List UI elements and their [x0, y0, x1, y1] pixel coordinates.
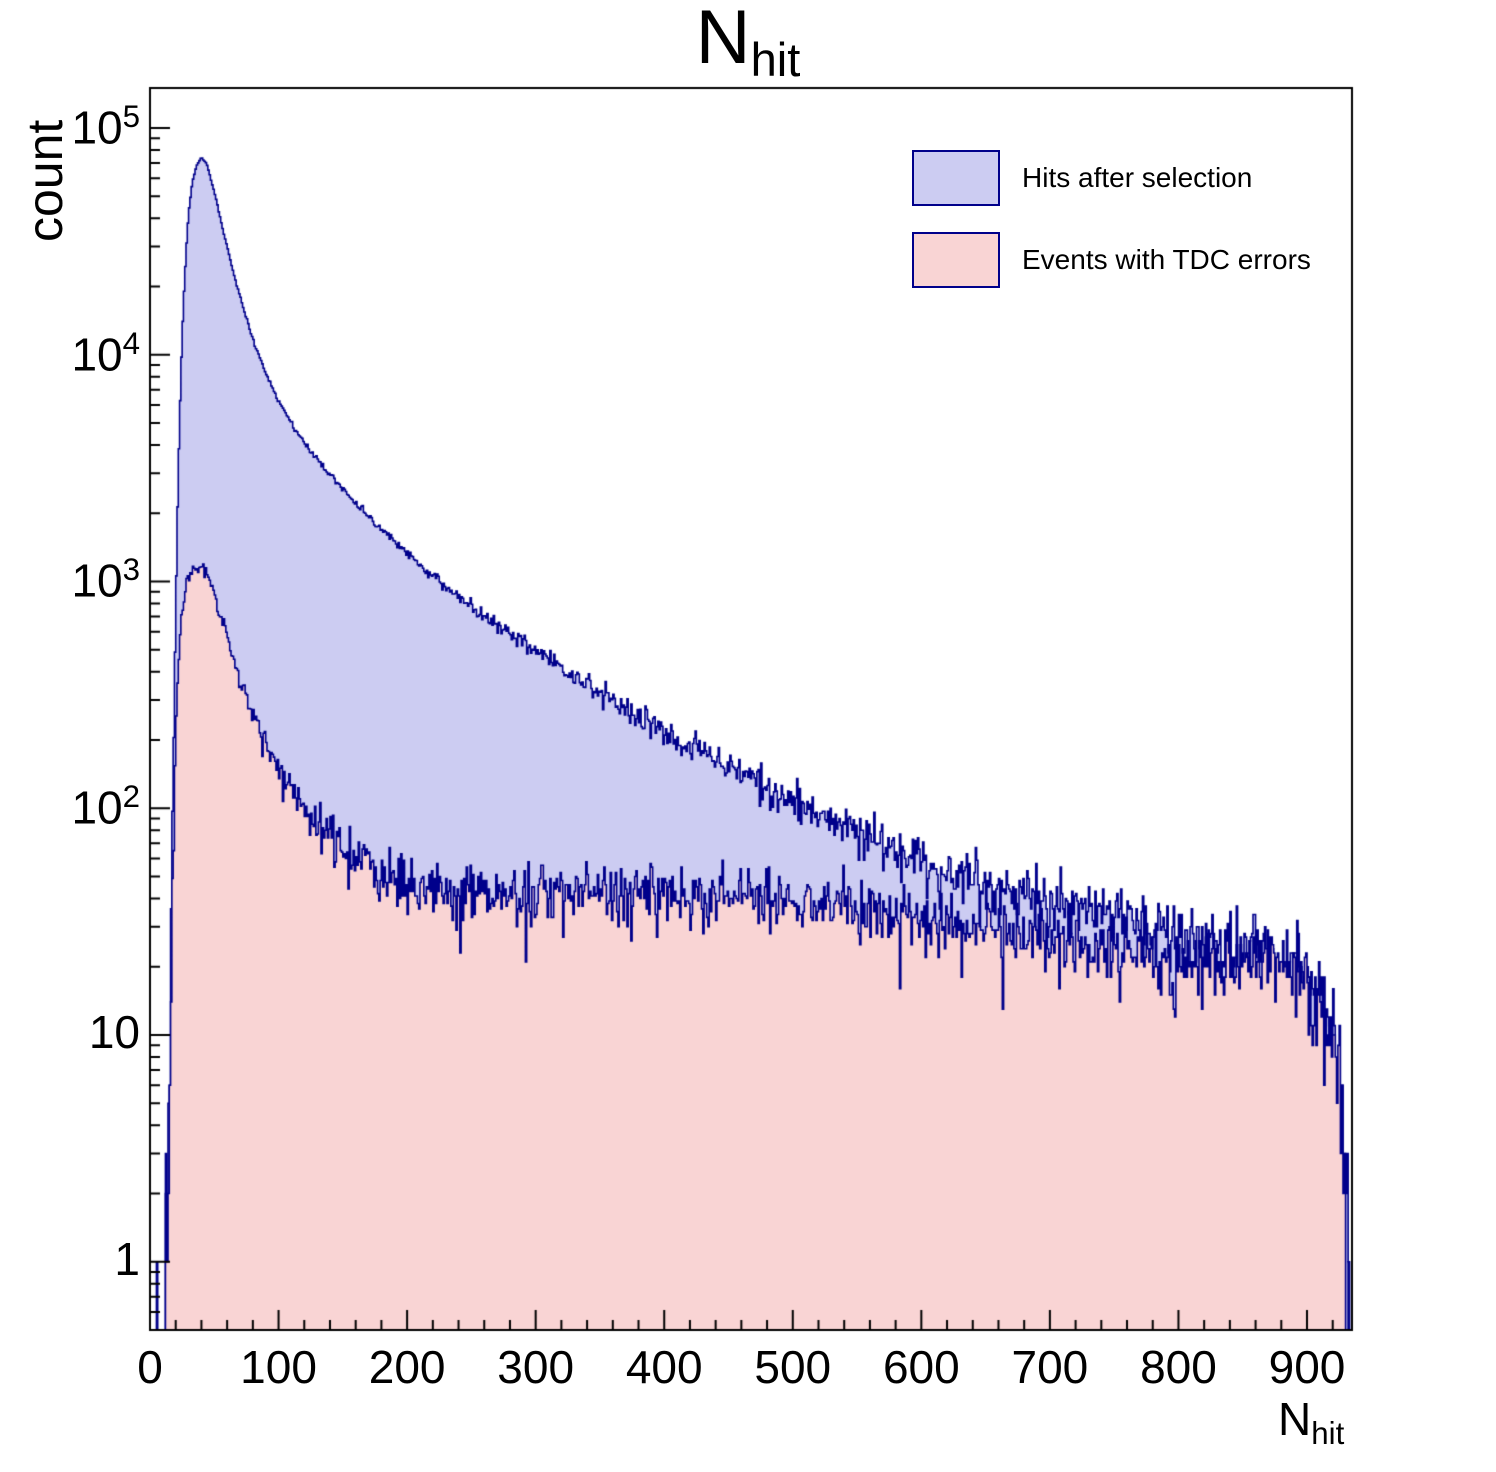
legend-item-hits-after-selection: Hits after selection [912, 150, 1311, 206]
chart-title-sub: hit [750, 33, 801, 87]
legend-swatch-pink [912, 232, 1000, 288]
chart-title-main: N [695, 0, 751, 80]
x-tick-label: 700 [1011, 1341, 1089, 1393]
y-tick-label: 10 [88, 1005, 140, 1058]
x-axis-title-sub: hit [1311, 1415, 1345, 1451]
legend-label: Hits after selection [1022, 162, 1253, 193]
chart-title: Nhit [0, 0, 1496, 83]
x-tick-label: 200 [368, 1341, 446, 1393]
x-tick-label: 300 [497, 1341, 575, 1393]
y-tick-label: 105 [71, 98, 140, 154]
x-axis-title: Nhit [1278, 1392, 1344, 1452]
x-axis-title-main: N [1278, 1393, 1312, 1445]
legend-item-tdc-errors: Events with TDC errors [912, 232, 1311, 288]
x-tick-label: 600 [882, 1341, 960, 1393]
x-tick-label: 400 [625, 1341, 703, 1393]
y-tick-label: 104 [71, 325, 140, 381]
x-tick-label: 0 [137, 1341, 163, 1393]
x-tick-label: 900 [1268, 1341, 1346, 1393]
y-tick-label: 102 [71, 779, 140, 834]
x-tick-label: 800 [1140, 1341, 1217, 1393]
y-tick-label: 103 [71, 552, 140, 607]
x-tick-label: 500 [754, 1341, 832, 1393]
legend: Hits after selection Events with TDC err… [912, 150, 1311, 288]
legend-swatch-blue [912, 150, 1000, 206]
legend-label: Events with TDC errors [1022, 244, 1311, 275]
x-tick-label: 100 [240, 1341, 317, 1393]
y-tick-label: 1 [114, 1232, 140, 1285]
